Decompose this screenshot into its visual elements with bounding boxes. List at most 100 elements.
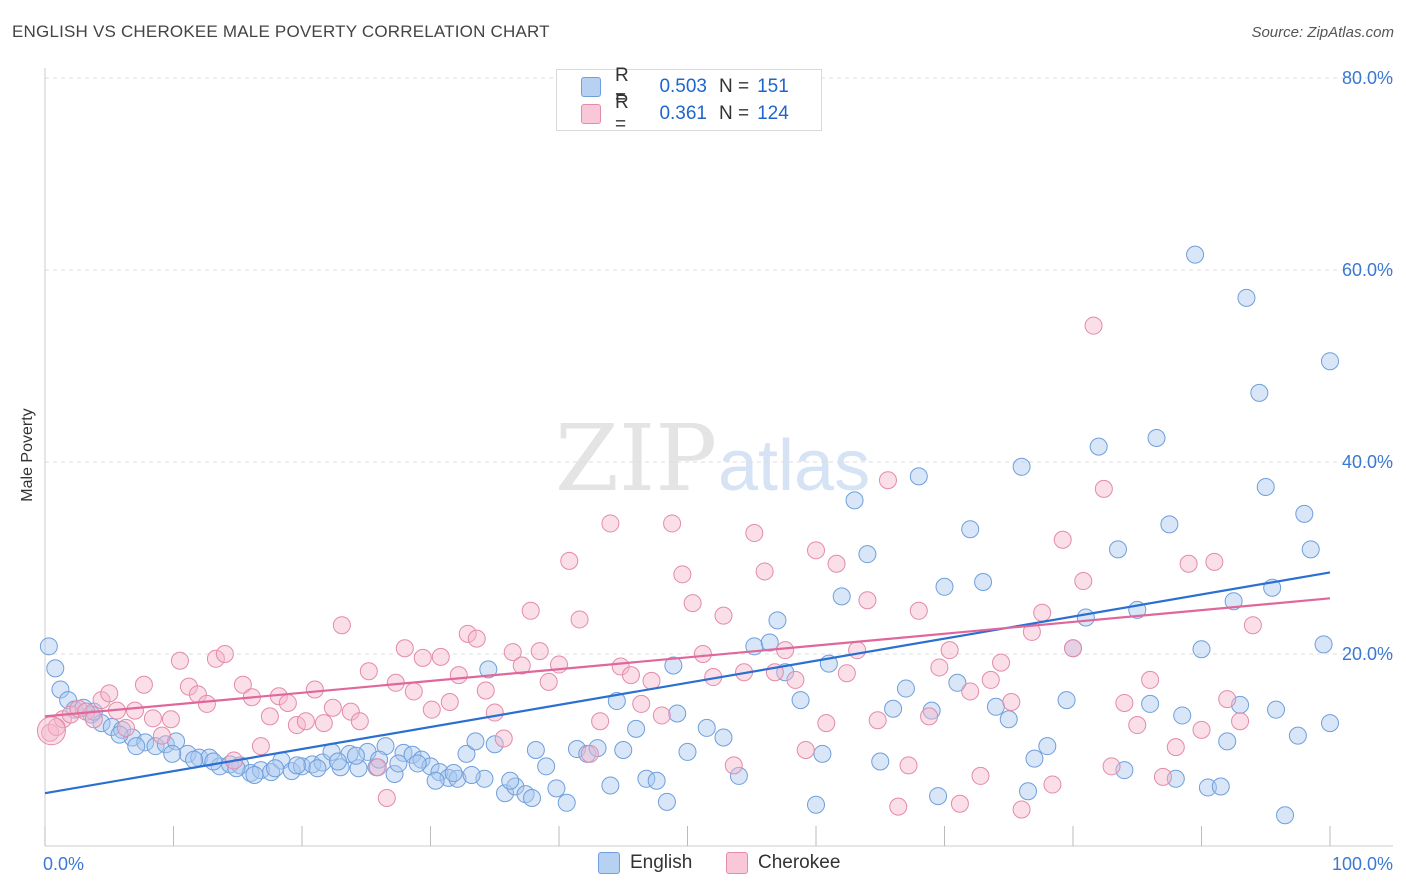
chart-title: ENGLISH VS CHEROKEE MALE POVERTY CORRELA… <box>12 22 550 41</box>
english-point <box>127 737 146 756</box>
trend-lines <box>44 571 1331 795</box>
cherokee-point <box>530 642 549 661</box>
cherokee-point <box>143 709 162 728</box>
english-point <box>678 742 697 761</box>
english-point <box>479 660 498 679</box>
cherokee-point <box>858 591 877 610</box>
cherokee-point <box>930 658 949 677</box>
english-point <box>523 789 542 807</box>
cherokee-point <box>755 562 774 581</box>
cherokee-point <box>84 710 103 729</box>
cherokee-point <box>233 675 252 694</box>
cherokee-point <box>305 680 324 699</box>
english-point <box>776 663 795 682</box>
cherokee-point <box>179 677 198 696</box>
english-point <box>466 732 485 751</box>
english-point <box>1141 694 1160 713</box>
cherokee-point <box>1128 716 1147 735</box>
english-point <box>156 735 175 754</box>
english-point <box>768 611 787 630</box>
cherokee-point <box>476 681 495 700</box>
series-legend: English Cherokee <box>0 852 1406 876</box>
cherokee-point <box>920 707 939 726</box>
english-point <box>485 735 504 754</box>
english-point <box>426 771 445 790</box>
english-point <box>547 779 566 798</box>
cherokee-point <box>287 716 306 735</box>
cherokee-point <box>1115 693 1134 712</box>
x-tick-label: 0.0% <box>43 854 84 874</box>
cherokee-swatch <box>581 104 601 124</box>
english-point <box>697 718 716 737</box>
legend-item-english[interactable]: English <box>598 852 692 874</box>
cherokee-point <box>359 662 378 681</box>
cherokee-point <box>560 551 579 570</box>
cherokee-point <box>1043 775 1062 794</box>
cherokee-point <box>1166 738 1185 757</box>
y-axis-ticks: 20.0% 40.0% 60.0% 80.0% <box>1342 68 1393 664</box>
english-point <box>664 656 683 675</box>
english-point <box>657 792 676 811</box>
cherokee-point <box>278 693 297 712</box>
english-point <box>1301 540 1320 559</box>
n-value: 151 <box>757 76 789 97</box>
english-point <box>457 744 476 763</box>
english-point <box>1160 515 1179 534</box>
english-point <box>1276 806 1295 825</box>
cherokee-point <box>745 524 764 543</box>
cherokee-point <box>332 616 351 635</box>
cherokee-point <box>1153 767 1172 786</box>
english-point <box>501 771 520 790</box>
english-point <box>526 741 545 759</box>
cherokee-point <box>368 758 387 777</box>
cherokee-point <box>1243 616 1262 635</box>
legend-label-english: English <box>630 852 693 873</box>
english-point <box>1108 540 1127 559</box>
english-point <box>1076 608 1095 627</box>
x-tick-label: 100.0% <box>1332 854 1393 874</box>
cherokee-point <box>878 471 897 490</box>
source-label: Source: ZipAtlas.com <box>1251 24 1394 41</box>
english-point <box>1147 429 1166 447</box>
cherokee-point <box>1231 712 1250 731</box>
cherokee-point <box>1053 530 1072 549</box>
cherokee-point <box>1192 720 1211 739</box>
cherokee-point <box>868 711 887 730</box>
cherokee-point <box>1012 800 1031 819</box>
cherokee-point <box>485 703 504 722</box>
cherokee-point <box>215 645 234 663</box>
english-point <box>1237 288 1256 307</box>
english-point <box>909 467 928 486</box>
cherokee-point <box>786 670 805 689</box>
english-point <box>403 745 422 764</box>
english-point <box>1288 726 1307 745</box>
series-english-points <box>39 245 1339 825</box>
cherokee-point <box>413 648 432 667</box>
cherokee-point <box>1102 757 1121 776</box>
cherokee-point <box>341 702 360 721</box>
english-swatch <box>581 77 601 97</box>
legend-item-cherokee[interactable]: Cherokee <box>726 852 840 874</box>
english-point <box>287 756 306 775</box>
cherokee-point <box>350 712 369 731</box>
english-point <box>668 704 687 723</box>
cherokee-point <box>170 651 189 670</box>
english-point <box>1089 437 1108 456</box>
english-point <box>408 754 427 773</box>
english-point <box>1224 592 1243 611</box>
cherokee-point <box>197 694 216 713</box>
english-point <box>974 573 993 591</box>
cherokee-point <box>776 641 795 660</box>
cherokee-point <box>796 741 815 759</box>
cherokee-point <box>940 641 959 660</box>
x-axis-ticks: 0.0% 100.0% <box>43 854 1393 874</box>
cherokee-point <box>161 710 180 729</box>
cherokee-point <box>395 639 414 658</box>
cherokee-point <box>1084 316 1103 335</box>
cherokee-point <box>621 666 640 685</box>
english-point <box>444 764 463 783</box>
r-value: 0.503 <box>659 76 707 97</box>
cherokee-point <box>580 744 599 763</box>
watermark-zip: ZIP <box>555 405 717 512</box>
cherokee-point <box>440 693 459 711</box>
